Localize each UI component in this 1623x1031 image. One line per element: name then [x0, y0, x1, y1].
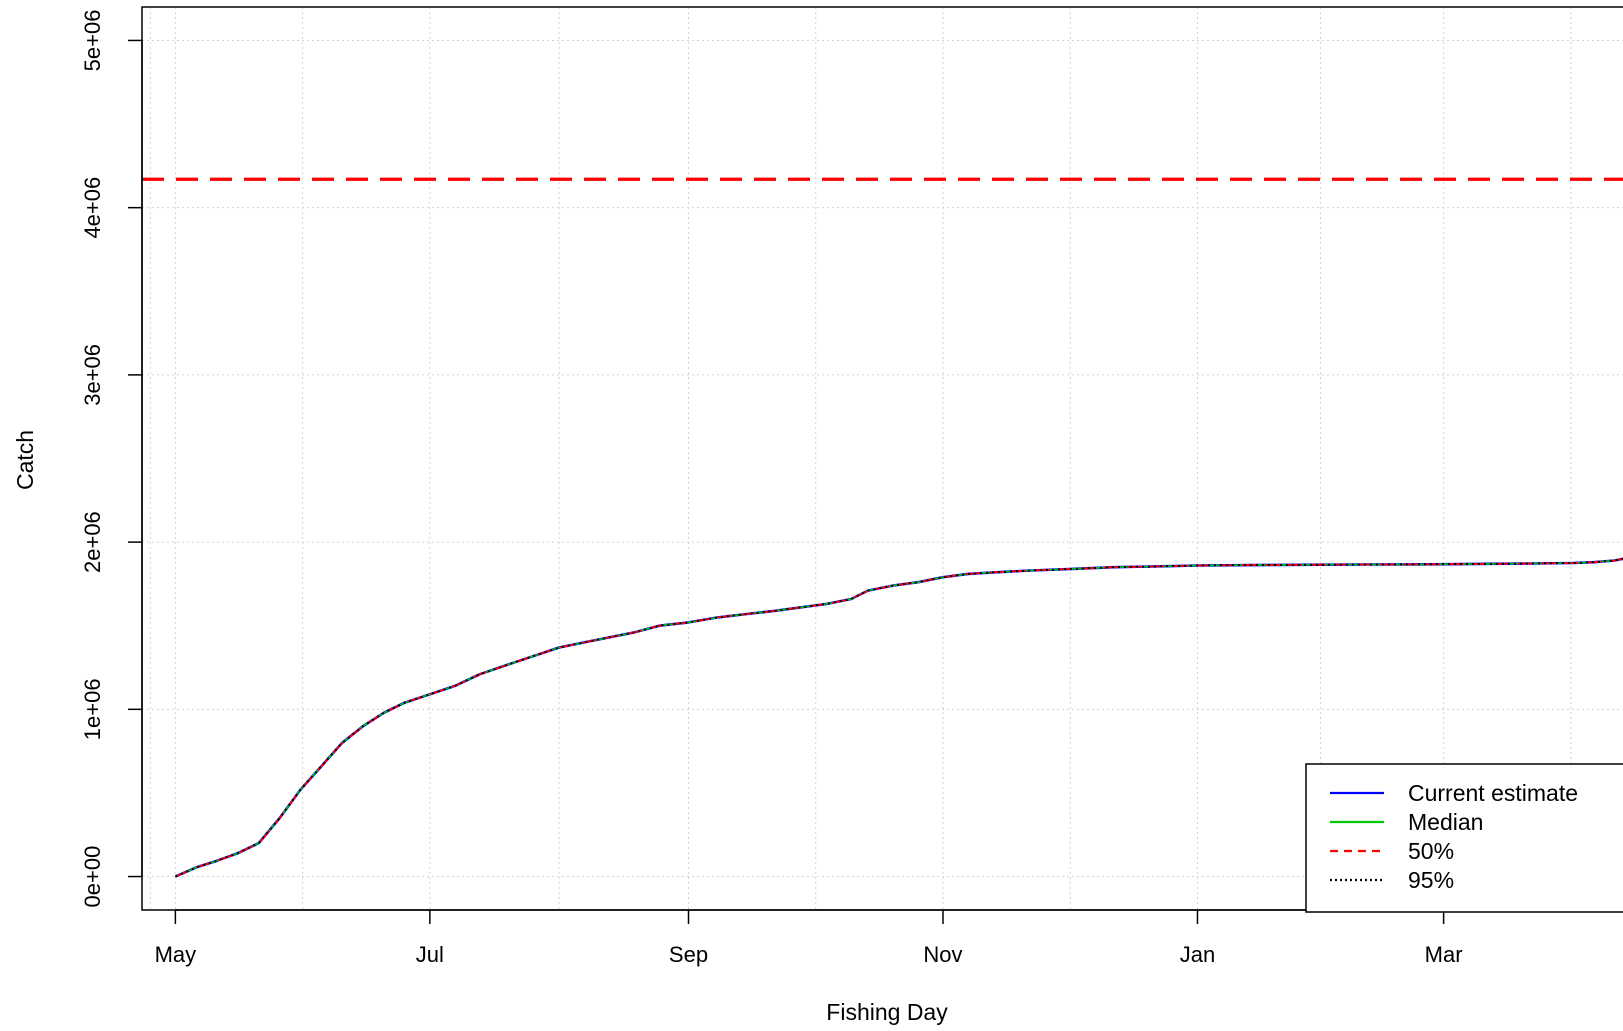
x-tick-label: Jul: [416, 942, 444, 967]
x-tick-label: Nov: [923, 942, 962, 967]
legend-box: [1305, 763, 1623, 913]
legend: Current estimate Median 50% 95%: [1305, 763, 1623, 913]
x-tick-label: Jan: [1180, 942, 1215, 967]
series-lines: [174, 557, 1623, 878]
legend-label: Median: [1408, 809, 1483, 835]
legend-label: 50%: [1408, 838, 1454, 864]
grid: [142, 7, 1623, 910]
y-axis: 0e+00 1e+06 2e+06 3e+06 4e+06 5e+06: [80, 10, 143, 908]
x-axis-title: Fishing Day: [826, 999, 948, 1025]
legend-label: 95%: [1408, 867, 1454, 893]
y-tick-label: 0e+00: [80, 846, 105, 908]
x-tick-label: Sep: [669, 942, 708, 967]
legend-label: Current estimate: [1408, 780, 1578, 806]
y-tick-label: 4e+06: [80, 177, 105, 239]
x-tick-label: Mar: [1425, 942, 1463, 967]
y-tick-label: 2e+06: [80, 511, 105, 573]
y-axis-title: Catch: [12, 430, 38, 490]
series-line-50: [175, 557, 1623, 878]
y-tick-label: 3e+06: [80, 344, 105, 406]
x-tick-label: May: [155, 942, 197, 967]
x-axis: MayJulSepNovJanMarMay: [155, 909, 1623, 967]
y-tick-label: 1e+06: [80, 678, 105, 740]
y-tick-label: 5e+06: [80, 10, 105, 72]
